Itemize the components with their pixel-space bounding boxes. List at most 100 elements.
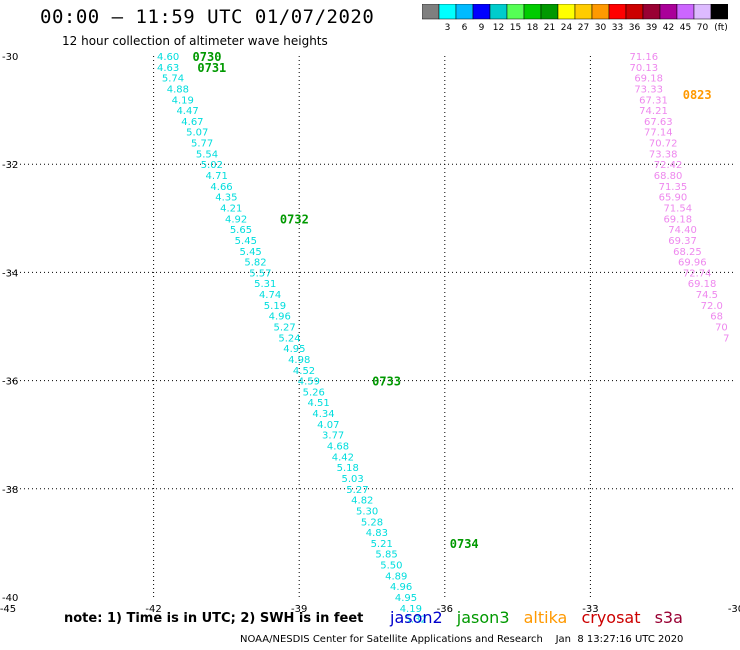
grid [8, 56, 736, 597]
colorbar-label: 39 [646, 23, 658, 32]
swh-value: 70 [715, 323, 728, 334]
x-tick-label: -33 [582, 604, 598, 615]
swh-value: 4.51 [307, 398, 329, 409]
swh-value: 74.40 [668, 225, 697, 236]
colorbar-label: 3 [445, 23, 451, 32]
colorbar-label: 27 [578, 23, 589, 32]
colorbar-swatch [710, 4, 728, 20]
swh-value: 73.33 [634, 84, 663, 95]
swh-value: 5.18 [337, 463, 359, 474]
track-altika: 71.1670.1369.1873.3367.3174.2167.6377.14… [629, 52, 729, 344]
swh-value: 5.27 [346, 485, 368, 496]
colorbar-legend: 3 6 9 12 15 18 21 24 27 30 33 36 39 42 45 70 (ft) [422, 4, 728, 32]
swh-value: 5.74 [162, 74, 184, 85]
swh-value: 4.66 [210, 182, 232, 193]
y-tick-label: -30 [2, 52, 18, 63]
swh-value: 67.31 [639, 95, 668, 106]
colorbar-label: 21 [544, 23, 555, 32]
swh-value: 4.88 [167, 84, 189, 95]
y-tick-label: -38 [2, 485, 18, 496]
swh-value: 74.21 [639, 106, 668, 117]
swh-value: 5.28 [361, 517, 383, 528]
legend-s3a: s3a [654, 608, 683, 627]
swh-value: 4.21 [220, 203, 242, 214]
swh-value: 5.26 [303, 387, 325, 398]
swh-value: 4.52 [293, 366, 315, 377]
swh-value: 7 [723, 333, 729, 344]
swh-value: 4.83 [366, 528, 388, 539]
note-text: note: 1) Time is in UTC; 2) SWH is in fe… [64, 611, 364, 626]
swh-value: 4.82 [351, 496, 373, 507]
swh-value: 5.30 [356, 506, 378, 517]
colorbar-label: 18 [527, 23, 539, 32]
swh-value: 4.96 [269, 312, 291, 323]
swh-value: 5.02 [201, 160, 223, 171]
swh-value: 65.90 [659, 193, 688, 204]
swh-value: 4.95 [395, 593, 417, 604]
swh-value: 5.03 [341, 474, 363, 485]
swh-value: 5.21 [371, 539, 393, 550]
y-tick-label: -32 [2, 160, 18, 171]
time-label: 0730 [193, 50, 222, 64]
swh-value: 68 [710, 312, 723, 323]
x-tick-label: -45 [0, 604, 16, 615]
chart-subtitle: 12 hour collection of altimeter wave hei… [62, 34, 328, 48]
swh-value: 4.71 [206, 171, 228, 182]
swh-value: 72.74 [683, 268, 712, 279]
swh-value: 74.5 [696, 290, 718, 301]
time-label: 0733 [372, 375, 401, 389]
swh-value: 70.72 [649, 139, 678, 150]
swh-value: 5.45 [235, 236, 257, 247]
swh-value: 4.34 [312, 409, 334, 420]
swh-value: 4.19 [400, 604, 422, 615]
y-tick-label: -36 [2, 377, 18, 388]
colorbar-label: 9 [479, 23, 485, 32]
swh-value: 4.74 [259, 290, 281, 301]
x-tick-label: -39 [291, 604, 307, 615]
swh-value: 4.68 [327, 442, 349, 453]
legend-jason2: jason2 [390, 608, 443, 627]
chart-title: 00:00 – 11:59 UTC 01/07/2020 [40, 6, 375, 28]
time-label: 0734 [450, 537, 479, 551]
swh-value: 5.54 [196, 149, 218, 160]
time-label: 0823 [683, 88, 712, 102]
swh-value: 5.19 [264, 301, 286, 312]
swh-value: 5.32 [405, 615, 427, 626]
swh-value: 69.18 [663, 214, 692, 225]
swh-value: 77.14 [644, 128, 673, 139]
swh-value: 4.98 [288, 355, 310, 366]
swh-value: 71.16 [629, 52, 658, 63]
satellite-legend: jason2 jason3 altika cryosat s3a [390, 608, 692, 627]
swh-value: 72.42 [654, 160, 683, 171]
swh-value: 5.31 [254, 279, 276, 290]
time-label: 0732 [280, 212, 309, 226]
colorbar-label: 45 [680, 23, 691, 32]
swh-value: 3.77 [322, 431, 344, 442]
colorbar-label: 12 [493, 23, 504, 32]
colorbar-unit: (ft) [714, 23, 728, 32]
x-tick-label: -30 [728, 604, 740, 615]
y-tick-label: -34 [2, 268, 18, 279]
swh-value: 4.19 [172, 95, 194, 106]
time-label: 0731 [197, 61, 226, 75]
swh-value: 73.38 [649, 149, 678, 160]
swh-value: 4.96 [390, 582, 412, 593]
swh-value: 70.13 [629, 63, 658, 74]
swh-value: 69.18 [634, 74, 663, 85]
swh-value: 4.95 [283, 344, 305, 355]
swh-value: 5.45 [240, 247, 262, 258]
swh-value: 4.63 [157, 63, 179, 74]
swh-value: 72.0 [701, 301, 723, 312]
swh-value: 5.85 [375, 550, 397, 561]
colorbar-label: 42 [663, 23, 674, 32]
swh-value: 4.59 [298, 377, 320, 388]
swh-value: 5.50 [380, 561, 402, 572]
colorbar-label: 15 [510, 23, 521, 32]
legend-jason3: jason3 [456, 608, 510, 627]
credit-line: NOAA/NESDIS Center for Satellite Applica… [240, 634, 684, 645]
colorbar-label: 6 [462, 23, 468, 32]
swh-value: 5.27 [274, 323, 296, 334]
colorbar-label: 30 [595, 23, 607, 32]
swh-value: 69.96 [678, 258, 707, 269]
legend-altika: altika [523, 608, 568, 627]
